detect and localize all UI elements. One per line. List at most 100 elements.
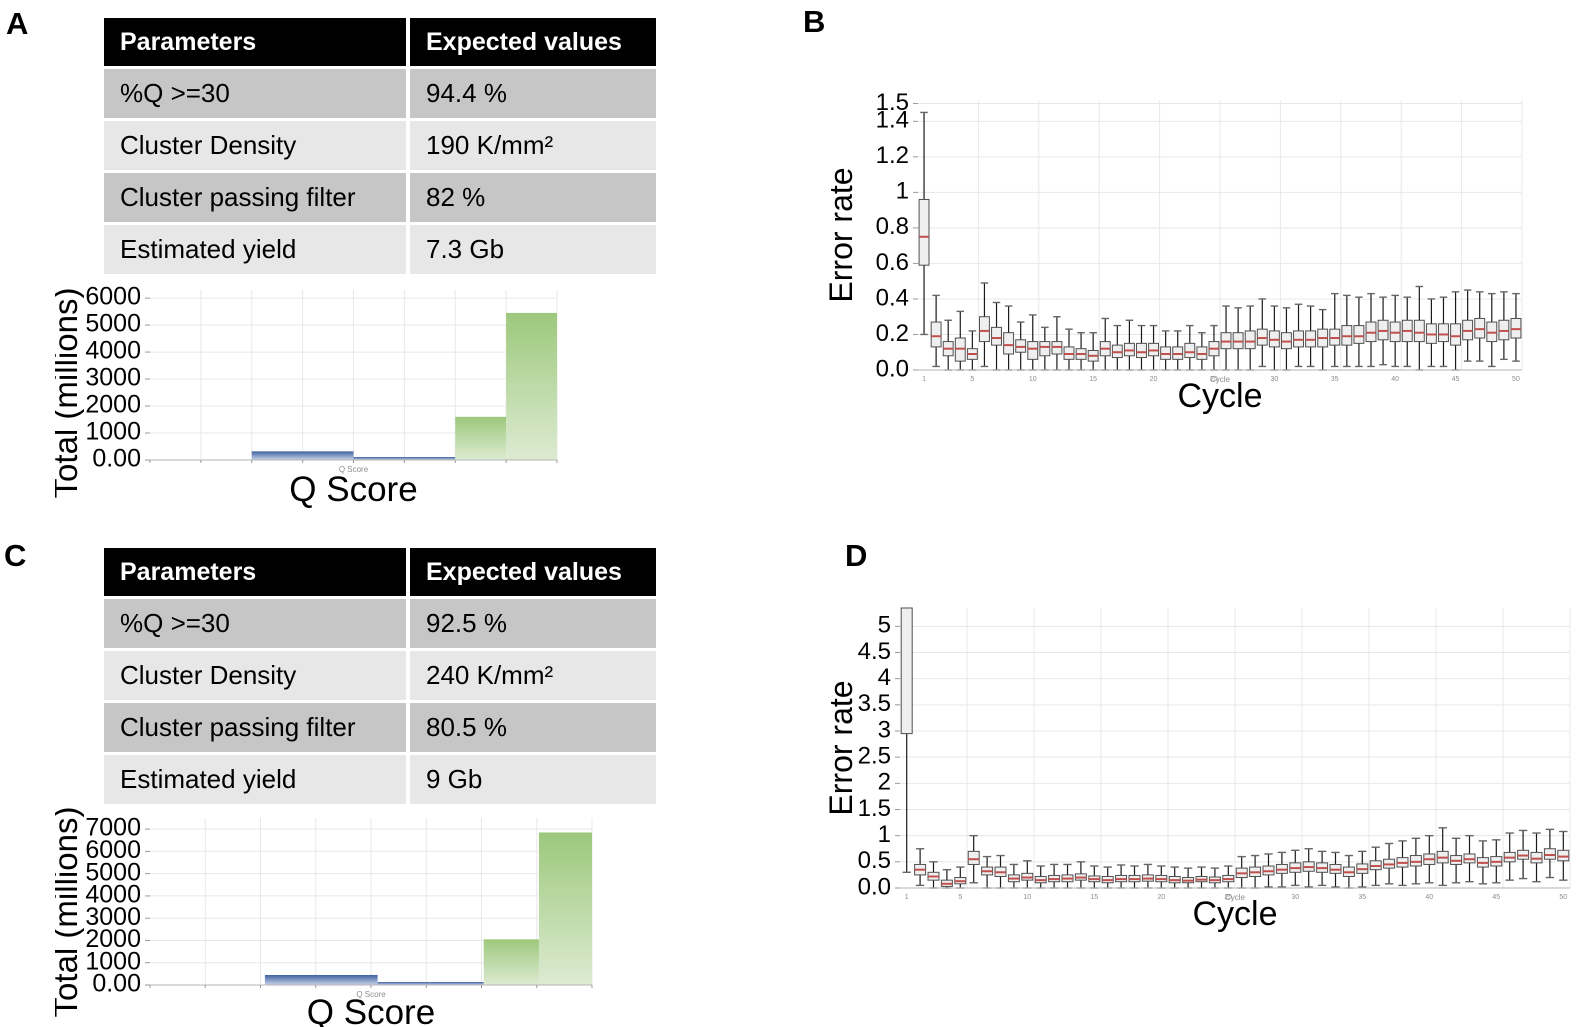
svg-text:6000: 6000 — [85, 283, 141, 311]
table-row: Cluster passing filter 80.5 % — [104, 700, 656, 752]
svg-text:1.5: 1.5 — [858, 795, 891, 822]
param-name: Estimated yield — [104, 752, 406, 804]
svg-text:1000: 1000 — [85, 418, 141, 446]
table-row: Estimated yield 9 Gb — [104, 752, 656, 804]
y-axis: 0.0 0.2 0.4 0.6 0.8 1 1.2 1.41.5 — [876, 89, 918, 382]
svg-text:40: 40 — [1425, 894, 1433, 901]
small-x-axis-caption: Q Score — [339, 465, 369, 474]
svg-text:20: 20 — [1150, 376, 1158, 383]
panel-b-error-rate-boxplot: 0.0 0.2 0.4 0.6 0.8 1 1.2 1.4 1.5 Error rate 1 5 10 1… — [800, 85, 1540, 415]
svg-text:20: 20 — [1157, 894, 1165, 901]
panel-a-qscore-histogram: 0.00 1000 2000 3000 4000 5000 6000 Total (milli… — [47, 276, 605, 510]
box — [1413, 319, 1425, 343]
svg-text:15: 15 — [1089, 376, 1097, 383]
svg-text:3000: 3000 — [85, 364, 141, 392]
param-name: Cluster passing filter — [104, 170, 406, 222]
svg-text:5000: 5000 — [85, 858, 141, 886]
svg-text:50: 50 — [1559, 894, 1567, 901]
param-value: 190 K/mm² — [406, 118, 656, 170]
svg-text:0.4: 0.4 — [876, 284, 909, 311]
box — [1557, 849, 1570, 862]
table-row: %Q >=30 94.4 % — [104, 66, 656, 118]
param-value: 94.4 % — [406, 66, 656, 118]
box — [1450, 323, 1462, 346]
svg-text:5: 5 — [958, 894, 962, 901]
svg-text:4000: 4000 — [85, 337, 141, 365]
svg-text:2000: 2000 — [85, 925, 141, 953]
svg-text:0.2: 0.2 — [876, 320, 909, 347]
small-x-axis-caption: Cycle — [1225, 893, 1246, 902]
svg-text:30: 30 — [1291, 894, 1299, 901]
header-expected-values: Expected values — [406, 18, 656, 66]
table-header-row: Parameters Expected values — [104, 18, 656, 66]
box — [1353, 325, 1365, 344]
box — [1136, 342, 1147, 359]
bar-segment — [455, 416, 507, 460]
box — [1039, 341, 1051, 357]
table-row: Cluster Density 190 K/mm² — [104, 118, 656, 170]
svg-text:30: 30 — [1270, 376, 1278, 383]
bar-segment — [251, 451, 354, 460]
box — [1184, 342, 1196, 359]
table-row: Cluster passing filter 82 % — [104, 170, 656, 222]
svg-text:0.5: 0.5 — [858, 847, 891, 874]
panel-c-qscore-histogram: 0.00 1000 2000 3000 4000 5000 6000 7000 Total (m… — [47, 800, 605, 1027]
panel-a-parameters-table: Parameters Expected values %Q >=30 94.4 … — [104, 18, 656, 274]
param-name: Estimated yield — [104, 222, 406, 274]
header-parameters: Parameters — [104, 18, 406, 66]
panel-c-label: C — [4, 538, 27, 573]
gridlines — [900, 608, 1571, 888]
box — [978, 316, 990, 343]
param-value: 80.5 % — [406, 700, 656, 752]
box — [900, 607, 913, 735]
svg-text:0.00: 0.00 — [92, 970, 141, 998]
svg-text:1000: 1000 — [85, 947, 141, 975]
box — [967, 850, 980, 865]
panel-d-label: D — [845, 538, 868, 573]
svg-text:3.5: 3.5 — [858, 690, 891, 717]
svg-text:1: 1 — [922, 376, 926, 383]
svg-text:0.0: 0.0 — [858, 873, 891, 900]
svg-text:10: 10 — [1029, 376, 1037, 383]
table-row: Estimated yield 7.3 Gb — [104, 222, 656, 274]
y-axis: 0.00.511.522.533.544.55 — [858, 612, 900, 900]
svg-text:2: 2 — [878, 769, 891, 796]
box — [1244, 330, 1256, 350]
svg-text:25: 25 — [1224, 894, 1232, 901]
svg-text:5000: 5000 — [85, 310, 141, 338]
table-row: %Q >=30 92.5 % — [104, 596, 656, 648]
x-axis-title: Cycle — [1177, 377, 1262, 415]
panel-a-label: A — [6, 6, 29, 41]
svg-text:5: 5 — [878, 612, 891, 639]
svg-text:0.0: 0.0 — [876, 355, 909, 382]
param-name: Cluster Density — [104, 118, 406, 170]
box — [1543, 848, 1556, 860]
svg-text:4.5: 4.5 — [858, 638, 891, 665]
param-value: 7.3 Gb — [406, 222, 656, 274]
svg-text:0.6: 0.6 — [876, 249, 909, 276]
boxes — [918, 111, 1522, 371]
box — [1530, 851, 1543, 864]
box — [1409, 855, 1422, 867]
svg-text:1: 1 — [896, 178, 909, 205]
bars — [264, 832, 592, 985]
bar-segment — [538, 832, 592, 985]
bar-segment — [353, 457, 456, 460]
svg-text:40: 40 — [1391, 376, 1399, 383]
svg-text:3000: 3000 — [85, 903, 141, 931]
bar-segment — [506, 312, 557, 460]
param-name: Cluster Density — [104, 648, 406, 700]
y-axis-title: Error rate — [823, 680, 859, 815]
svg-text:7000: 7000 — [85, 814, 141, 842]
panel-c-parameters-table: Parameters Expected values %Q >=30 92.5 … — [104, 548, 656, 804]
x-axis-title: Q Score — [289, 470, 417, 509]
svg-text:1: 1 — [878, 821, 891, 848]
svg-text:45: 45 — [1492, 894, 1500, 901]
box — [918, 198, 930, 266]
panel-d-error-rate-boxplot: 0.0 0.5 1 1.5 2 2.5 3 3.5 4 4.5 5 Error rate 1 5 10 15 2… — [800, 585, 1582, 945]
boxes — [900, 607, 1570, 889]
